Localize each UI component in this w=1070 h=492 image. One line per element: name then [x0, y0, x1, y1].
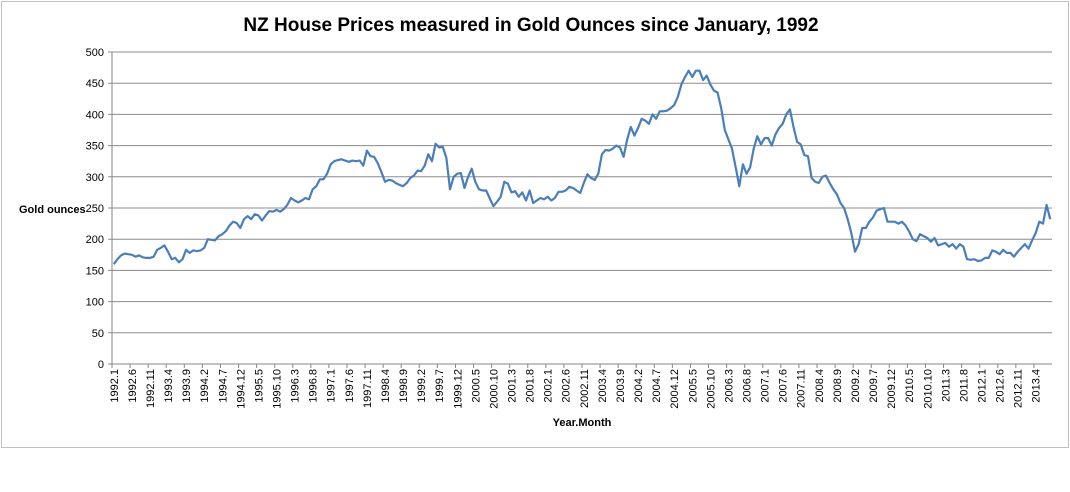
x-tick-label: 2004.2 [633, 369, 645, 403]
y-tick-label: 150 [86, 265, 104, 277]
y-tick-label: 250 [86, 203, 104, 215]
x-tick-label: 2010.5 [904, 369, 916, 403]
x-tick-label: 2012.6 [995, 369, 1007, 403]
chart-frame [1, 1, 1069, 448]
x-tick-label: 2006.3 [723, 369, 735, 403]
x-tick-label: 1996.8 [308, 369, 320, 403]
x-tick-label: 2001.8 [525, 369, 537, 403]
y-tick-label: 400 [86, 109, 104, 121]
x-tick-label: 2007.11 [796, 369, 808, 408]
x-tick-label: 2005.10 [705, 369, 717, 409]
y-tick-label: 200 [86, 234, 104, 246]
x-tick-label: 2007.1 [760, 369, 772, 403]
x-tick-label: 1995.5 [253, 369, 265, 403]
x-axis-ticks: 1992.1 1992.6 1992.11 1993.4 1993.9 1994.2 199… [109, 364, 1043, 409]
x-tick-label: 2008.4 [814, 369, 826, 403]
x-tick-label: 1992.11 [145, 369, 157, 408]
x-tick-label: 2002.11 [579, 369, 591, 408]
x-tick-label: 2008.9 [832, 369, 844, 403]
y-tick-label: 300 [86, 172, 104, 184]
x-tick-label: 1993.9 [181, 369, 193, 403]
x-tick-label: 2011.3 [940, 369, 952, 402]
x-tick-label: 2009.7 [868, 369, 880, 403]
y-tick-label: 350 [86, 141, 104, 153]
x-tick-label: 1994.7 [217, 369, 229, 403]
gridlines [108, 51, 1052, 365]
x-tick-label: 2006.8 [742, 369, 754, 403]
x-tick-label: 2003.9 [615, 369, 627, 403]
x-tick-label: 2000.5 [470, 369, 482, 403]
x-tick-label: 2012.11 [1013, 369, 1025, 408]
x-tick-label: 2004.12 [669, 369, 681, 409]
x-tick-label: 1995.10 [272, 369, 284, 409]
x-tick-label: 1994.2 [199, 369, 211, 403]
series-line-gold-ounces [112, 69, 1052, 265]
x-tick-label: 2013.4 [1031, 369, 1043, 403]
x-tick-label: 2002.6 [561, 369, 573, 403]
x-tick-label: 1997.1 [326, 369, 338, 403]
x-tick-label: 2004.7 [651, 369, 663, 403]
y-tick-label: 450 [86, 78, 104, 90]
x-tick-label: 2001.3 [507, 369, 519, 403]
x-tick-label: 2007.6 [778, 369, 790, 403]
x-tick-label: 2010.10 [922, 369, 934, 409]
x-tick-label: 1999.7 [434, 369, 446, 403]
y-tick-label: 500 [86, 47, 104, 59]
x-tick-label: 2012.1 [977, 369, 989, 403]
y-tick-label: 50 [92, 328, 104, 340]
x-tick-label: 1997.6 [344, 369, 356, 403]
x-tick-label: 2011.8 [958, 369, 970, 402]
x-tick-label: 1997.11 [362, 369, 374, 408]
x-tick-label: 1999.2 [416, 369, 428, 403]
x-tick-label: 1992.6 [127, 369, 139, 403]
x-tick-label: 1999.12 [452, 369, 464, 409]
x-tick-label: 1992.1 [109, 369, 121, 403]
x-tick-label: 2000.10 [488, 369, 500, 409]
x-tick-label: 1994.12 [235, 369, 247, 409]
x-tick-label: 1998.4 [380, 369, 392, 403]
y-axis-ticks: 0 50 100 150 200 250 300 350 400 450 500 [86, 47, 104, 371]
x-tick-label: 2003.4 [597, 369, 609, 403]
x-tick-label: 2002.1 [543, 369, 555, 403]
x-tick-label: 1996.3 [290, 369, 302, 403]
y-tick-label: 100 [86, 297, 104, 309]
x-tick-label: 2009.2 [850, 369, 862, 403]
y-axis-title: Gold ounces [19, 204, 86, 216]
x-tick-label: 1993.4 [163, 369, 175, 403]
x-tick-label: 1998.9 [398, 369, 410, 403]
y-tick-label: 0 [98, 359, 104, 371]
x-tick-label: 2005.5 [687, 369, 699, 403]
x-tick-label: 2009.12 [886, 369, 898, 409]
x-axis-title: Year.Month [553, 417, 612, 429]
chart-title: NZ House Prices measured in Gold Ounces … [243, 15, 818, 36]
